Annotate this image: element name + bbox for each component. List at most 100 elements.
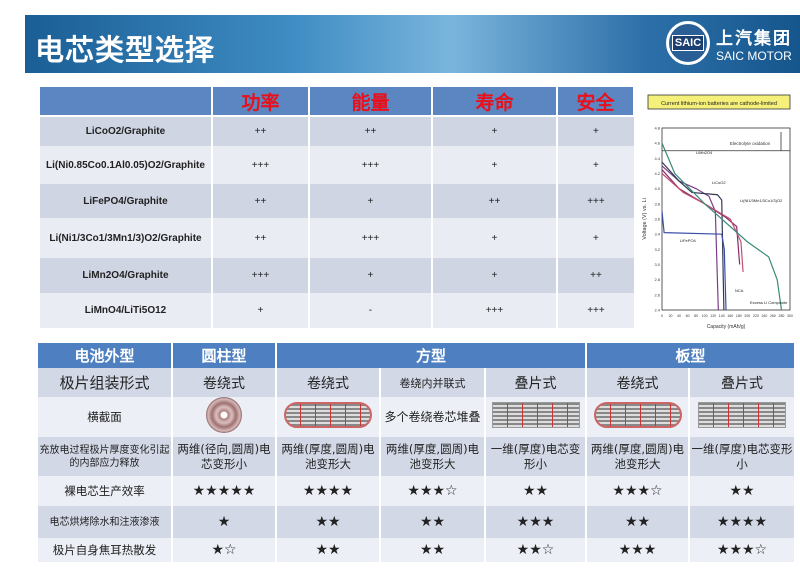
cross-section-row: 横截面 多个卷绕卷芯堆叠 xyxy=(36,397,794,437)
rating-cell: +++ xyxy=(555,184,634,218)
y-tick-label: 4.6 xyxy=(654,141,660,146)
cell: ★★★★ xyxy=(688,506,794,538)
baking-row: 电芯烘烤除水和注液渗液 ★ ★★ ★★ ★★★ ★★ ★★★★ xyxy=(36,506,794,538)
x-tick-label: 160 xyxy=(727,314,733,318)
rating-cell: ++ xyxy=(430,184,557,218)
rating-cell: + xyxy=(430,258,557,293)
cell: ★★ xyxy=(275,506,380,538)
cell: ★★★★★ xyxy=(171,476,276,506)
electrolyte-oxidation-label: Electrolyte oxidation xyxy=(730,141,771,146)
y-tick-label: 2.4 xyxy=(654,308,660,313)
voltage-capacity-chart: Current lithium-ion batteries are cathod… xyxy=(642,94,793,330)
cell: 两维(径向,圆周)电芯变形小 xyxy=(171,437,276,476)
rating-cell: + xyxy=(430,146,557,184)
material-name: LiCoO2/Graphite xyxy=(38,116,212,146)
x-tick-label: 100 xyxy=(702,314,708,318)
chemistry-row: LiCoO2/Graphite ++ ++ + + xyxy=(38,116,634,146)
x-tick-label: 280 xyxy=(779,314,785,318)
material-name: Li(Ni1/3Co1/3Mn1/3)O2/Graphite xyxy=(38,218,212,258)
chemistry-row: Li(Ni0.85Co0.1Al0.05)O2/Graphite +++ +++ + + xyxy=(38,146,634,184)
cell: ★☆ xyxy=(171,538,276,562)
series-label: LiCoO2 xyxy=(712,180,726,185)
cell: ★★★ xyxy=(484,506,586,538)
logo-en: SAIC MOTOR xyxy=(716,48,792,63)
chemistry-row: LiMn2O4/Graphite +++ + + ++ xyxy=(38,258,634,293)
y-tick-label: 4.4 xyxy=(654,156,660,161)
header-safety: 安全 xyxy=(555,85,636,117)
y-tick-label: 3.4 xyxy=(654,232,660,237)
row-label: 极片自身焦耳热散发 xyxy=(36,538,172,562)
cell: 两维(厚度,圆周)电池变形大 xyxy=(585,437,689,476)
row-label: 充放电过程极片厚度变化引起的内部应力释放 xyxy=(36,437,172,476)
rating-cell: +++ xyxy=(210,146,309,184)
cell: 卷绕式 xyxy=(275,368,380,397)
cell: 两维(厚度,圆周)电池变形大 xyxy=(275,437,380,476)
cell: ★★★ xyxy=(585,538,689,562)
plot-frame xyxy=(661,127,791,311)
chart-title-box xyxy=(647,94,791,110)
x-tick-label: 140 xyxy=(719,314,725,318)
row-label: 极片组装形式 xyxy=(36,368,172,397)
format-table: 电池外型 圆柱型 方型 板型 极片组装形式 卷绕式 卷绕式 卷绕内并联式 叠片式… xyxy=(36,343,794,562)
header-pouch: 板型 xyxy=(585,343,794,368)
y-tick-label: 3.2 xyxy=(654,247,660,252)
header-power: 功率 xyxy=(210,85,310,117)
cell: 多个卷绕卷芯堆叠 xyxy=(379,397,485,437)
cell: ★★★☆ xyxy=(379,476,485,506)
y-axis-label: Voltage (V) vs. Li xyxy=(642,198,648,240)
cell: 叠片式 xyxy=(484,368,586,397)
series-label: LiMn2O4 xyxy=(696,150,713,155)
rating-cell: + xyxy=(430,218,557,258)
chemistry-header-row: 功率 能量 寿命 安全 xyxy=(38,85,636,117)
heat-row: 极片自身焦耳热散发 ★☆ ★★ ★★ ★★☆ ★★★ ★★★☆ xyxy=(36,538,794,562)
cell: ★ xyxy=(171,506,276,538)
y-tick-label: 4.0 xyxy=(654,186,660,191)
logo-cn: 上汽集团 xyxy=(716,28,792,49)
header-blank xyxy=(38,85,213,117)
rating-cell: - xyxy=(307,293,432,328)
rating-cell: + xyxy=(555,218,634,258)
x-tick-label: 220 xyxy=(753,314,759,318)
cell: ★★ xyxy=(379,506,485,538)
x-tick-label: 240 xyxy=(761,314,767,318)
rating-cell: + xyxy=(307,258,432,293)
y-tick-label: 3.6 xyxy=(654,217,660,222)
y-tick-label: 2.8 xyxy=(654,277,660,282)
pouch-winding-image xyxy=(593,402,682,428)
chemistry-row: LiMnO4/LiTi5O12 + - +++ +++ xyxy=(38,293,634,328)
header-cylindrical: 圆柱型 xyxy=(171,343,276,368)
row-label: 横截面 xyxy=(36,397,172,437)
rating-cell: + xyxy=(210,293,309,328)
y-tick-label: 4.8 xyxy=(654,126,660,131)
cell: ★★★★ xyxy=(275,476,380,506)
x-tick-label: 200 xyxy=(744,314,750,318)
format-header-row: 电池外型 圆柱型 方型 板型 xyxy=(36,343,794,368)
cell: ★★ xyxy=(688,476,794,506)
prismatic-stack-image xyxy=(491,402,580,428)
chemistry-table: 功率 能量 寿命 安全 LiCoO2/Graphite ++ ++ + + Li(Ni0.… xyxy=(38,85,636,328)
series-label: NCA xyxy=(735,288,744,293)
rating-cell: +++ xyxy=(307,146,432,184)
series-line-excesslicomposite xyxy=(661,142,783,311)
header-life: 寿命 xyxy=(430,85,558,117)
chemistry-row: Li(Ni1/3Co1/3Mn1/3)O2/Graphite ++ +++ + + xyxy=(38,218,634,258)
rating-cell: + xyxy=(555,146,634,184)
header-format: 电池外型 xyxy=(36,343,172,368)
efficiency-row: 裸电芯生产效率 ★★★★★ ★★★★ ★★★☆ ★★ ★★★☆ ★★ xyxy=(36,476,794,506)
rating-cell: ++ xyxy=(555,258,634,293)
pouch-stack-image xyxy=(698,402,786,428)
material-name: Li(Ni0.85Co0.1Al0.05)O2/Graphite xyxy=(38,146,212,184)
y-tick-label: 2.6 xyxy=(654,292,660,297)
rating-cell: + xyxy=(307,184,432,218)
assembly-row: 极片组装形式 卷绕式 卷绕式 卷绕内并联式 叠片式 卷绕式 叠片式 xyxy=(36,368,794,397)
cell: ★★★☆ xyxy=(585,476,689,506)
series-label: Excess Li Composite xyxy=(750,300,788,305)
rating-cell: + xyxy=(555,116,634,146)
cell: 一维(厚度)电芯变形小 xyxy=(688,437,794,476)
cell: ★★★☆ xyxy=(688,538,794,562)
chemistry-row: LiFePO4/Graphite ++ + ++ +++ xyxy=(38,184,634,218)
x-tick-label: 300 xyxy=(787,314,793,318)
page-title: 电芯类型选择 xyxy=(35,33,216,67)
prismatic-winding-image xyxy=(284,402,372,428)
cell: ★★☆ xyxy=(484,538,586,562)
